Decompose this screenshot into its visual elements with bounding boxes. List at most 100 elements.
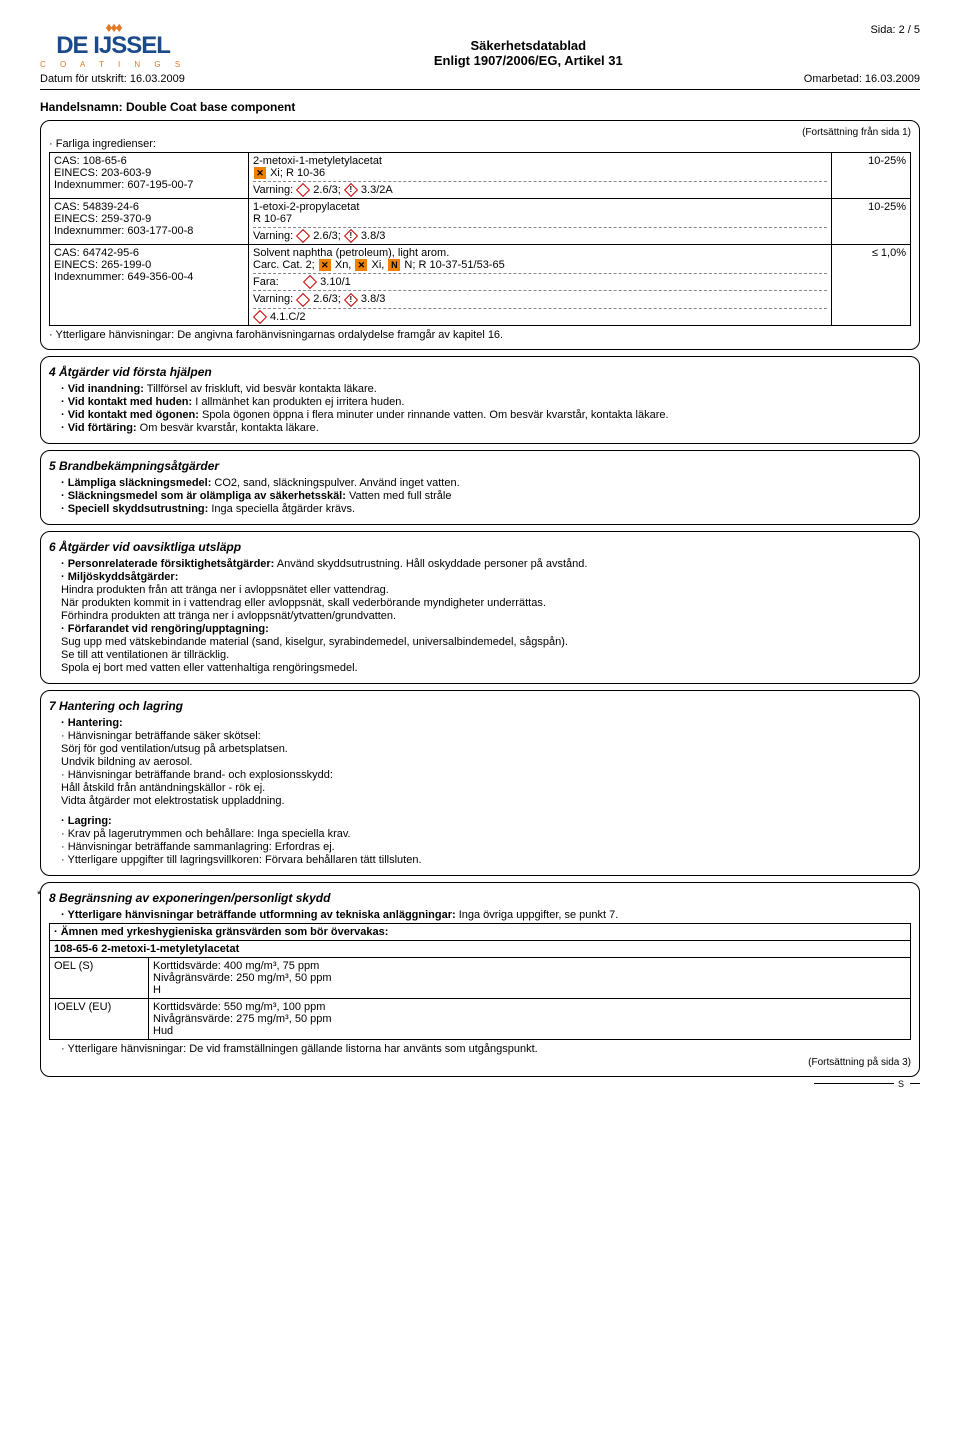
table-row: CAS: 54839-24-6 EINECS: 259-370-9 Indexn… (50, 199, 911, 245)
classification: Xi; R 10-36 (270, 167, 325, 179)
skin-text: I allmänhet kan produkten ej irritera hu… (192, 396, 404, 408)
extra-line: 4.1.C/2 (253, 311, 306, 323)
exposure-substance: 108-65-6 2-metoxi-1-metyletylacetat (50, 940, 911, 957)
index-no: Indexnummer: 607-195-00-7 (54, 179, 193, 191)
frame-section-5: 5 Brandbekämpningsåtgärder · Lämpliga sl… (40, 450, 920, 525)
section-5-body: · Lämpliga släckningsmedel: CO2, sand, s… (61, 477, 911, 515)
table-row: CAS: 108-65-6 EINECS: 203-603-9 Indexnum… (50, 153, 911, 199)
oel-l1: Korttidsvärde: 400 mg/m³, 75 ppm (153, 960, 319, 972)
ioelv-l1: Korttidsvärde: 550 mg/m³, 100 ppm (153, 1001, 325, 1013)
fire-label: · Hänvisningar beträffande brand- och ex… (61, 769, 911, 781)
oel-label: OEL (S) (50, 957, 149, 998)
logo-sub: C O A T I N G S (40, 60, 186, 69)
continuation-top: (Fortsättning från sida 1) (49, 127, 911, 138)
warning-line: Varning: 2.6/3; ! 3.8/3 (253, 293, 385, 305)
pct-cell: ≤ 1,0% (832, 245, 911, 325)
ingestion-text: Om besvär kvarstår, kontakta läkare. (137, 422, 319, 434)
ingredients-table: CAS: 108-65-6 EINECS: 203-603-9 Indexnum… (49, 152, 911, 326)
cas: CAS: 64742-95-6 (54, 247, 139, 259)
equipment-label: · Speciell skyddsutrustning: (61, 503, 208, 515)
cleanup-l1: Sug upp med vätskebindande material (san… (61, 636, 911, 648)
page-number: Sida: 2 / 5 (870, 24, 920, 36)
eyes-text: Spola ögonen öppna i flera minuter under… (199, 409, 669, 421)
title-line2: Enligt 1907/2006/EG, Artikel 31 (434, 53, 623, 68)
section-6-body: · Personrelaterade försiktighetsåtgärder… (61, 558, 911, 674)
lang-line: S (40, 1079, 920, 1089)
exposure-header: · Ämnen med yrkeshygieniska gränsvärden … (50, 923, 911, 940)
media-label: · Lämpliga släckningsmedel: (61, 477, 211, 489)
exposure-table: · Ämnen med yrkeshygieniska gränsvärden … (49, 923, 911, 1040)
ioelv-l3: Hud (153, 1025, 173, 1037)
logo: ♦♦♦ DE IJSSEL C O A T I N G S (40, 20, 186, 69)
desc-cell: 2-metoxi-1-metyletylacetat ✕ Xi; R 10-36… (249, 153, 832, 199)
lang-code: S (898, 1079, 904, 1089)
section-6-title: 6 Åtgärder vid oavsiktliga utsläpp (49, 540, 911, 554)
harmful-icon: ✕ (319, 259, 331, 271)
fire-l2: Vidta åtgärder mot elektrostatisk upplad… (61, 795, 911, 807)
einecs: EINECS: 265-199-0 (54, 259, 151, 271)
frame-section-8: * 8 Begränsning av exponeringen/personli… (40, 882, 920, 1077)
cleanup-l2: Se till att ventilationen är tillräcklig… (61, 649, 911, 661)
unsuitable-text: Vatten med full stråle (346, 490, 452, 502)
handling-label: · Hantering: (61, 717, 123, 729)
frame-section-7: 7 Hantering och lagring · Hantering: · H… (40, 690, 920, 876)
unsuitable-label: · Släckningsmedel som är olämpliga av sä… (61, 490, 346, 502)
index-no: Indexnummer: 603-177-00-8 (54, 225, 193, 237)
cleanup-label: · Förfarandet vid rengöring/upptagning: (61, 623, 269, 635)
revised-date: Omarbetad: 16.03.2009 (804, 73, 920, 85)
ghs-diamond-icon (297, 184, 309, 196)
ioelv-label: IOELV (EU) (50, 998, 149, 1039)
table-row: CAS: 64742-95-6 EINECS: 265-199-0 Indexn… (50, 245, 911, 325)
table-row: IOELV (EU) Korttidsvärde: 550 mg/m³, 100… (50, 998, 911, 1039)
ghs-diamond-icon (297, 230, 309, 242)
ghs-diamond-icon: ! (345, 184, 357, 196)
einecs: EINECS: 203-603-9 (54, 167, 151, 179)
ingredients-heading: · Farliga ingredienser: (49, 138, 911, 150)
ghs-diamond-icon (304, 276, 316, 288)
equipment-text: Inga speciella åtgärder krävs. (208, 503, 355, 515)
eyes-label: · Vid kontakt med ögonen: (61, 409, 199, 421)
inhalation-label: · Vid inandning: (61, 383, 144, 395)
einecs: EINECS: 259-370-9 (54, 213, 151, 225)
frame-section-6: 6 Åtgärder vid oavsiktliga utsläpp · Per… (40, 531, 920, 684)
tech-text: Inga övriga uppgifter, se punkt 7. (456, 909, 619, 921)
section-8-body: · Ytterligare hänvisningar beträffande u… (61, 909, 911, 921)
divider (253, 308, 827, 309)
ref-note: · Ytterligare hänvisningar: De angivna f… (49, 329, 911, 341)
divider-bar (814, 1083, 894, 1084)
pct-cell: 10-25% (832, 199, 911, 245)
table-row: · Ämnen med yrkeshygieniska gränsvärden … (50, 923, 911, 940)
divider (253, 290, 827, 291)
warning-line: Varning: 2.6/3; ! 3.3/2A (253, 184, 393, 196)
irritant-icon: ✕ (254, 167, 266, 179)
tech-label: · Ytterligare hänvisningar beträffande u… (61, 909, 456, 921)
safe-l1: Sörj för god ventilation/utsug på arbets… (61, 743, 911, 755)
section-4-body: · Vid inandning: Tillförsel av friskluft… (61, 383, 911, 434)
danger-line: Fara: 3.10/1 (253, 276, 351, 288)
irritant-icon: ✕ (355, 259, 367, 271)
section-7-body: · Hantering: · Hänvisningar beträffande … (61, 717, 911, 866)
pct-cell: 10-25% (832, 153, 911, 199)
id-cell: CAS: 108-65-6 EINECS: 203-603-9 Indexnum… (50, 153, 249, 199)
continuation-bottom: (Fortsättning på sida 3) (49, 1057, 911, 1068)
oel-l2: Nivågränsvärde: 250 mg/m³, 50 ppm (153, 972, 332, 984)
desc-cell: 1-etoxi-2-propylacetat R 10-67 Varning: … (249, 199, 832, 245)
fire-l1: Håll åtskild från antändningskällor - rö… (61, 782, 911, 794)
change-star-icon: * (37, 889, 41, 901)
storage-l2: · Hänvisningar beträffande sammanlagring… (61, 841, 911, 853)
classification: Carc. Cat. 2; ✕ Xn, ✕ Xi, N N; R 10-37-5… (253, 259, 505, 271)
divider-bar (910, 1083, 920, 1084)
frame-ingredients: (Fortsättning från sida 1) · Farliga ing… (40, 120, 920, 350)
table-row: OEL (S) Korttidsvärde: 400 mg/m³, 75 ppm… (50, 957, 911, 998)
subheader: Datum för utskrift: 16.03.2009 Omarbetad… (40, 73, 920, 90)
table-row: 108-65-6 2-metoxi-1-metyletylacetat (50, 940, 911, 957)
storage-label: · Lagring: (61, 815, 112, 827)
doc-title: Säkerhetsdatablad Enligt 1907/2006/EG, A… (434, 38, 623, 68)
safe-l2: Undvik bildning av aerosol. (61, 756, 911, 768)
env-l2: När produkten kommit in i vattendrag ell… (61, 597, 911, 609)
env-hazard-icon: N (388, 259, 400, 271)
page: ♦♦♦ DE IJSSEL C O A T I N G S Säkerhetsd… (0, 0, 960, 1109)
personal-label: · Personrelaterade försiktighetsåtgärder… (61, 558, 274, 570)
oel-l3: H (153, 984, 161, 996)
inhalation-text: Tillförsel av friskluft, vid besvär kont… (144, 383, 377, 395)
